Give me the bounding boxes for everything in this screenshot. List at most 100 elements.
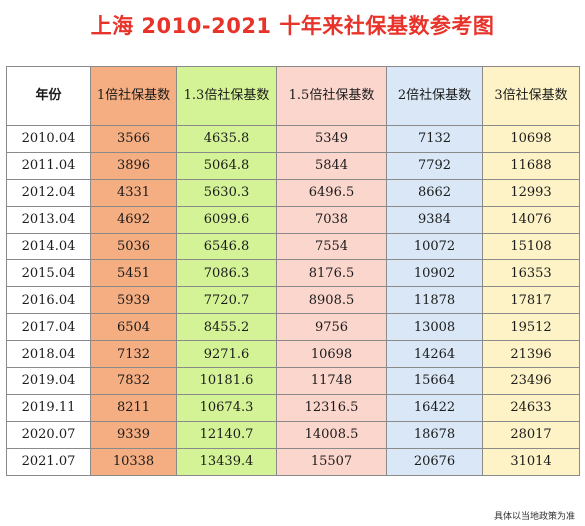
cell-2x-base: 13008 <box>386 313 483 342</box>
cell-year: 2019.11 <box>6 393 91 422</box>
cell-2x-base: 9384 <box>386 205 483 234</box>
cell-3x-base: 17817 <box>482 286 580 315</box>
cell-1-5x-base: 5844 <box>276 151 387 180</box>
cell-2x-base: 14264 <box>386 340 483 369</box>
cell-1x-base: 10338 <box>90 447 177 476</box>
table-row: 2011.04 3896 5064.8 5844 7792 11688 <box>6 151 580 180</box>
cell-1-5x-base: 8908.5 <box>276 286 387 315</box>
cell-2x-base: 7132 <box>386 125 483 153</box>
table-row: 2019.04 7832 10181.6 11748 15664 23496 <box>6 367 580 395</box>
cell-1-3x-base: 4635.8 <box>176 125 277 153</box>
table-row: 2015.04 5451 7086.3 8176.5 10902 16353 <box>6 259 580 288</box>
cell-1x-base: 7832 <box>90 367 177 395</box>
cell-3x-base: 24633 <box>482 393 580 422</box>
cell-1-5x-base: 7554 <box>276 232 387 261</box>
table-row: 2020.07 9339 12140.7 14008.5 18678 28017 <box>6 420 580 449</box>
cell-year: 2019.04 <box>6 367 91 395</box>
cell-2x-base: 11878 <box>386 286 483 315</box>
cell-1x-base: 5939 <box>90 286 177 315</box>
cell-2x-base: 7792 <box>386 151 483 180</box>
cell-year: 2013.04 <box>6 205 91 234</box>
cell-year: 2020.07 <box>6 420 91 449</box>
cell-year: 2016.04 <box>6 286 91 315</box>
cell-2x-base: 20676 <box>386 447 483 476</box>
header-1x-base: 1倍社保基数 <box>90 66 177 126</box>
cell-1-3x-base: 7720.7 <box>176 286 277 315</box>
cell-1x-base: 8211 <box>90 393 177 422</box>
cell-year: 2017.04 <box>6 313 91 342</box>
table-header-row: 年份 1倍社保基数 1.3倍社保基数 1.5倍社保基数 2倍社保基数 3倍社保基… <box>6 66 580 126</box>
cell-1x-base: 3566 <box>90 125 177 153</box>
header-3x-base: 3倍社保基数 <box>482 66 580 126</box>
cell-3x-base: 14076 <box>482 205 580 234</box>
header-1-3x-base: 1.3倍社保基数 <box>176 66 277 126</box>
cell-3x-base: 12993 <box>482 178 580 207</box>
cell-1-5x-base: 9756 <box>276 313 387 342</box>
cell-2x-base: 10072 <box>386 232 483 261</box>
header-2x-base: 2倍社保基数 <box>386 66 483 126</box>
cell-1-3x-base: 10181.6 <box>176 367 277 395</box>
cell-2x-base: 8662 <box>386 178 483 207</box>
cell-1-5x-base: 14008.5 <box>276 420 387 449</box>
cell-3x-base: 31014 <box>482 447 580 476</box>
cell-2x-base: 15664 <box>386 367 483 395</box>
social-security-base-table: 年份 1倍社保基数 1.3倍社保基数 1.5倍社保基数 2倍社保基数 3倍社保基… <box>6 66 580 476</box>
cell-1-5x-base: 10698 <box>276 340 387 369</box>
cell-year: 2014.04 <box>6 232 91 261</box>
cell-1x-base: 6504 <box>90 313 177 342</box>
cell-2x-base: 10902 <box>386 259 483 288</box>
cell-3x-base: 10698 <box>482 125 580 153</box>
cell-1-5x-base: 12316.5 <box>276 393 387 422</box>
cell-1-5x-base: 11748 <box>276 367 387 395</box>
table-row: 2019.11 8211 10674.3 12316.5 16422 24633 <box>6 393 580 422</box>
cell-2x-base: 18678 <box>386 420 483 449</box>
header-1-5x-base: 1.5倍社保基数 <box>276 66 387 126</box>
cell-1-5x-base: 7038 <box>276 205 387 234</box>
cell-3x-base: 28017 <box>482 420 580 449</box>
table-row: 2013.04 4692 6099.6 7038 9384 14076 <box>6 205 580 234</box>
cell-1x-base: 5036 <box>90 232 177 261</box>
cell-3x-base: 23496 <box>482 367 580 395</box>
table-row: 2017.04 6504 8455.2 9756 13008 19512 <box>6 313 580 342</box>
cell-year: 2018.04 <box>6 340 91 369</box>
cell-1-3x-base: 5630.3 <box>176 178 277 207</box>
cell-1x-base: 9339 <box>90 420 177 449</box>
cell-3x-base: 15108 <box>482 232 580 261</box>
cell-1-5x-base: 8176.5 <box>276 259 387 288</box>
table-row: 2010.04 3566 4635.8 5349 7132 10698 <box>6 125 580 153</box>
cell-year: 2021.07 <box>6 447 91 476</box>
cell-3x-base: 21396 <box>482 340 580 369</box>
header-year: 年份 <box>6 66 91 126</box>
cell-3x-base: 16353 <box>482 259 580 288</box>
cell-year: 2010.04 <box>6 125 91 153</box>
cell-1-5x-base: 5349 <box>276 125 387 153</box>
policy-note: 具体以当地政策为准 <box>493 512 575 522</box>
cell-1-3x-base: 7086.3 <box>176 259 277 288</box>
cell-1x-base: 4692 <box>90 205 177 234</box>
cell-1x-base: 3896 <box>90 151 177 180</box>
cell-1x-base: 4331 <box>90 178 177 207</box>
cell-1-3x-base: 10674.3 <box>176 393 277 422</box>
cell-2x-base: 16422 <box>386 393 483 422</box>
cell-year: 2012.04 <box>6 178 91 207</box>
table-row: 2014.04 5036 6546.8 7554 10072 15108 <box>6 232 580 261</box>
cell-1-3x-base: 6546.8 <box>176 232 277 261</box>
cell-1-3x-base: 6099.6 <box>176 205 277 234</box>
cell-3x-base: 11688 <box>482 151 580 180</box>
table-row: 2016.04 5939 7720.7 8908.5 11878 17817 <box>6 286 580 315</box>
table-row: 2021.07 10338 13439.4 15507 20676 31014 <box>6 447 580 476</box>
cell-1-5x-base: 15507 <box>276 447 387 476</box>
cell-1-3x-base: 8455.2 <box>176 313 277 342</box>
cell-1-3x-base: 9271.6 <box>176 340 277 369</box>
table-row: 2018.04 7132 9271.6 10698 14264 21396 <box>6 340 580 369</box>
cell-1-3x-base: 5064.8 <box>176 151 277 180</box>
table-row: 2012.04 4331 5630.3 6496.5 8662 12993 <box>6 178 580 207</box>
page-title: 上海 2010-2021 十年来社保基数参考图 <box>90 14 495 38</box>
cell-1-3x-base: 12140.7 <box>176 420 277 449</box>
cell-1x-base: 7132 <box>90 340 177 369</box>
cell-3x-base: 19512 <box>482 313 580 342</box>
cell-year: 2015.04 <box>6 259 91 288</box>
cell-1-3x-base: 13439.4 <box>176 447 277 476</box>
cell-1-5x-base: 6496.5 <box>276 178 387 207</box>
cell-year: 2011.04 <box>6 151 91 180</box>
